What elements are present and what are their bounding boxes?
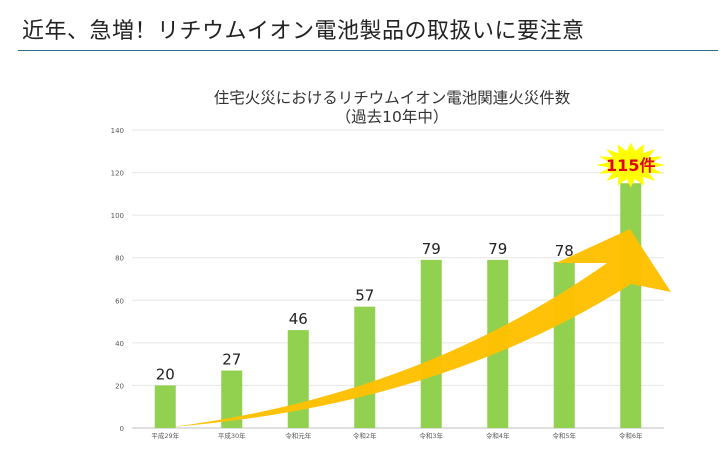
trend-arrow: [172, 229, 671, 427]
y-tick-label: 0: [120, 425, 124, 433]
trend-arrow-shape: [172, 229, 671, 427]
bar: [221, 370, 243, 428]
page-title: 近年、急増！リチウムイオン電池製品の取扱いに要注意: [22, 19, 585, 44]
x-tick-label: 令和3年: [419, 431, 443, 440]
x-tick-label: 令和6年: [619, 431, 643, 440]
bar: [287, 330, 309, 428]
y-tick-label: 140: [111, 127, 124, 135]
y-tick-label: 80: [115, 255, 124, 263]
title-divider: [18, 50, 718, 51]
data-label: 57: [355, 287, 374, 305]
y-tick-label: 100: [111, 212, 124, 220]
highlight-burst: 115件: [596, 142, 666, 188]
x-tick-label: 令和4年: [486, 431, 510, 440]
chart-subtitle: （過去10年中）: [336, 108, 449, 126]
y-tick-label: 20: [115, 382, 124, 390]
starburst: [596, 142, 666, 188]
bar: [154, 385, 176, 428]
y-tick-label: 40: [115, 340, 124, 348]
data-label: 79: [422, 240, 441, 258]
data-label: 79: [488, 240, 507, 258]
data-label: 78: [555, 242, 574, 260]
y-tick-label: 120: [111, 170, 124, 178]
data-label: 27: [222, 351, 241, 369]
y-axis: 0 20 40 60 80 100 120 140: [111, 127, 124, 433]
x-axis: 平成29年 平成30年 令和元年 令和2年 令和3年 令和4年 令和5年 令和6年: [151, 431, 643, 440]
gridlines: [132, 129, 664, 429]
bar: [354, 306, 376, 428]
data-label: 46: [289, 310, 308, 328]
x-tick-label: 令和元年: [285, 431, 312, 440]
x-tick-label: 令和5年: [552, 431, 576, 440]
data-labels: 20 27 46 57 79 79 78: [156, 240, 574, 384]
y-tick-label: 60: [115, 297, 124, 305]
x-tick-label: 平成29年: [151, 431, 179, 440]
bar: [420, 259, 442, 428]
x-tick-label: 平成30年: [218, 431, 246, 440]
highlight-label: 115件: [606, 156, 655, 175]
chart-title: 住宅火災におけるリチウムイオン電池関連火災件数: [214, 89, 571, 107]
data-label: 20: [156, 365, 175, 383]
x-tick-label: 令和2年: [353, 431, 377, 440]
bar: [620, 183, 642, 428]
